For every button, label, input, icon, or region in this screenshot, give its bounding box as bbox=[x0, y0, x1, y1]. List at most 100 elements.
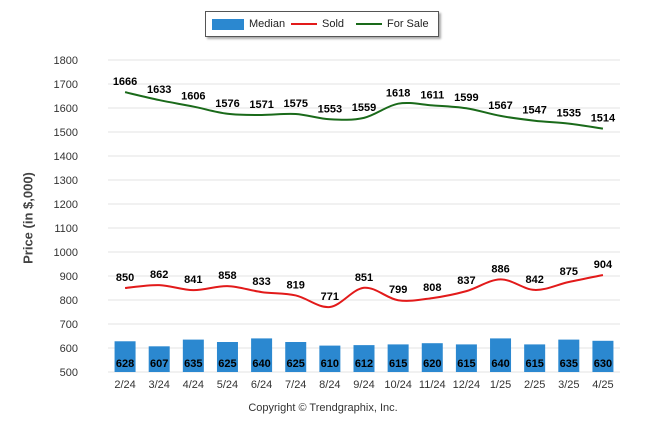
for-sale-data-label: 1618 bbox=[386, 88, 410, 100]
y-tick-label: 1100 bbox=[54, 223, 78, 235]
y-tick-labels: 500 600 700 800 900 1000 1100 1200 1300 1400 1500 1… bbox=[54, 55, 78, 379]
x-tick-label: 2/25 bbox=[524, 379, 545, 391]
y-tick-label: 800 bbox=[60, 295, 78, 307]
median-bar bbox=[558, 339, 580, 372]
y-tick-label: 1000 bbox=[54, 247, 78, 259]
legend-for-sale-label: For Sale bbox=[387, 18, 429, 30]
x-tick-label: 11/24 bbox=[419, 379, 446, 391]
for-sale-data-label: 1567 bbox=[488, 100, 512, 112]
median-bar bbox=[216, 342, 238, 372]
sold-data-label: 819 bbox=[287, 279, 305, 291]
y-tick-label: 1400 bbox=[54, 151, 78, 163]
median-bar-label: 610 bbox=[321, 358, 339, 370]
sold-data-label: 808 bbox=[423, 282, 441, 294]
sold-data-label: 904 bbox=[594, 259, 613, 271]
sold-data-label: 862 bbox=[150, 269, 168, 281]
sold-data-label: 842 bbox=[525, 274, 543, 286]
y-tick-label: 1300 bbox=[54, 175, 78, 187]
y-axis-label: Price (in $,000) bbox=[20, 172, 36, 264]
sold-data-label: 851 bbox=[355, 272, 373, 284]
median-bar bbox=[319, 345, 341, 372]
median-bar-label: 640 bbox=[491, 358, 509, 370]
legend-item-median: Median bbox=[212, 18, 285, 30]
median-bar bbox=[182, 339, 204, 372]
sold-data-label: 850 bbox=[116, 272, 134, 284]
for-sale-data-label: 1666 bbox=[113, 76, 137, 88]
legend-item-sold: Sold bbox=[291, 18, 344, 30]
median-bar bbox=[285, 342, 307, 372]
for-sale-data-label: 1599 bbox=[454, 92, 478, 104]
sold-data-label: 841 bbox=[184, 274, 202, 286]
for-sale-swatch bbox=[356, 23, 382, 25]
legend-sold-label: Sold bbox=[322, 18, 345, 30]
x-tick-label: 5/24 bbox=[217, 379, 238, 391]
sold-series: 850 862 841 858 833 819 771 851 799 808 837 886 842 8… bbox=[116, 259, 613, 308]
y-tick-label: 1800 bbox=[54, 55, 78, 67]
for-sale-data-label: 1547 bbox=[522, 105, 546, 117]
for-sale-data-label: 1571 bbox=[249, 99, 273, 111]
for-sale-data-label: 1575 bbox=[283, 98, 307, 110]
for-sale-data-label: 1553 bbox=[318, 103, 342, 115]
for-sale-data-label: 1606 bbox=[181, 91, 205, 103]
y-tick-label: 700 bbox=[60, 319, 78, 331]
sold-data-label: 886 bbox=[491, 263, 509, 275]
sold-data-label: 799 bbox=[389, 284, 407, 296]
y-tick-label: 1600 bbox=[54, 103, 78, 115]
median-bar bbox=[251, 338, 273, 372]
median-bar bbox=[387, 344, 409, 372]
x-tick-label: 10/24 bbox=[384, 379, 412, 391]
y-tick-label: 900 bbox=[60, 271, 78, 283]
y-tick-label: 1500 bbox=[54, 127, 78, 139]
for-sale-data-label: 1576 bbox=[215, 98, 239, 110]
for-sale-data-label: 1559 bbox=[352, 102, 376, 114]
for-sale-series: 1666 1633 1606 1576 1571 1575 1553 1559 1618 1611… bbox=[113, 76, 616, 130]
sold-data-label: 771 bbox=[321, 291, 339, 303]
x-tick-label: 2/24 bbox=[114, 379, 135, 391]
sold-data-label: 837 bbox=[457, 275, 475, 287]
median-bar bbox=[524, 344, 546, 372]
median-bar-label: 612 bbox=[355, 358, 373, 370]
for-sale-data-label: 1514 bbox=[591, 113, 616, 125]
x-tick-labels: 2/24 3/24 4/24 5/24 6/24 7/24 8/24 9/24 10/24 11/… bbox=[114, 379, 613, 391]
x-tick-label: 3/24 bbox=[148, 379, 169, 391]
copyright-text: Copyright © Trendgraphix, Inc. bbox=[248, 402, 398, 414]
sold-data-label: 875 bbox=[560, 266, 578, 278]
x-tick-label: 1/25 bbox=[490, 379, 511, 391]
x-tick-label: 4/24 bbox=[183, 379, 204, 391]
legend-median-label: Median bbox=[249, 18, 286, 30]
median-bar bbox=[490, 338, 512, 372]
for-sale-line bbox=[124, 91, 604, 130]
for-sale-data-label: 1535 bbox=[557, 108, 581, 120]
for-sale-data-label: 1611 bbox=[420, 89, 444, 101]
median-bar-label: 625 bbox=[287, 358, 305, 370]
median-bar-label: 635 bbox=[184, 358, 202, 370]
y-tick-label: 1700 bbox=[54, 79, 78, 91]
legend-item-for-sale: For Sale bbox=[356, 18, 429, 30]
x-tick-label: 4/25 bbox=[592, 379, 613, 391]
median-bar-label: 615 bbox=[389, 358, 407, 370]
x-tick-label: 9/24 bbox=[353, 379, 374, 391]
x-tick-label: 8/24 bbox=[319, 379, 340, 391]
median-swatch bbox=[212, 18, 244, 30]
x-tick-label: 12/24 bbox=[453, 379, 481, 391]
x-tick-label: 7/24 bbox=[285, 379, 306, 391]
y-tick-label: 500 bbox=[60, 367, 78, 379]
x-tick-label: 3/25 bbox=[558, 379, 579, 391]
grid-lines bbox=[108, 59, 620, 373]
median-bar-label: 635 bbox=[560, 358, 578, 370]
median-bar-label: 620 bbox=[423, 358, 441, 370]
x-tick-label: 6/24 bbox=[251, 379, 272, 391]
median-bar-label: 615 bbox=[457, 358, 475, 370]
median-bar-label: 640 bbox=[252, 358, 270, 370]
median-bar-label: 615 bbox=[525, 358, 543, 370]
median-bar-label: 630 bbox=[594, 358, 612, 370]
median-bar-labels: 628 607 635 625 640 625 610 612 615 620 615 640 615 6… bbox=[116, 358, 612, 370]
median-bar-label: 628 bbox=[116, 358, 134, 370]
sold-line bbox=[124, 274, 604, 308]
sold-data-label: 858 bbox=[218, 270, 236, 282]
median-bar bbox=[353, 345, 375, 372]
y-tick-label: 1200 bbox=[54, 199, 78, 211]
median-bar bbox=[114, 341, 136, 372]
median-bar bbox=[455, 344, 477, 372]
